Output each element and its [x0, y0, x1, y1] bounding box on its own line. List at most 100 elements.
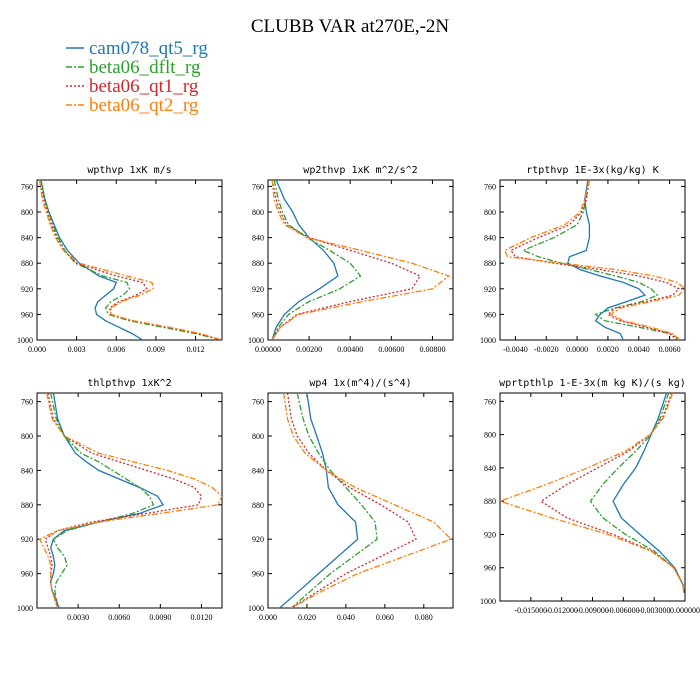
y-tick-label: 880	[252, 501, 264, 510]
x-tick-label: -0.003000	[638, 606, 671, 615]
y-tick-label: 760	[484, 397, 496, 406]
series-group	[38, 393, 222, 608]
panel-4: thlpthvp 1xK^2 760 800 840 880 920 960 1000 0.00…	[17, 378, 223, 622]
x-tick-label: 0.00600	[378, 345, 404, 354]
x-tick-label: -0.006000	[607, 606, 640, 615]
x-tick-label: 0.0040	[628, 345, 650, 354]
x-tick-label: 0.0020	[597, 345, 619, 354]
y-tick-label: 960	[484, 310, 496, 319]
y-tick-label: 960	[21, 570, 33, 579]
plot-frame	[36, 179, 223, 341]
x-tick-label: 0.009	[147, 345, 165, 354]
y-tick-label: 1000	[17, 336, 33, 345]
x-tick-label: 0.060	[376, 613, 394, 622]
series-line-beta06_qt1_rg	[286, 393, 417, 608]
y-tick-label: 760	[21, 398, 33, 407]
x-tick-label: 0.0030	[67, 613, 89, 622]
legend-label: beta06_dflt_rg	[89, 57, 201, 78]
x-tick-label: 0.040	[337, 613, 355, 622]
y-tick-label: 800	[21, 432, 33, 441]
x-tick-label: -0.015000	[514, 606, 547, 615]
series-group	[503, 180, 685, 340]
panels: wpthvp 1xK m/s76080084088092096010000.00…	[17, 165, 700, 622]
x-tick-label: 0.000000	[670, 606, 700, 615]
y-tick-label: 880	[21, 259, 33, 268]
y-tick-label: 880	[252, 259, 264, 268]
y-tick-label: 920	[21, 285, 33, 294]
panel-3: rtpthvp 1E-3x(kg/kg) K 760 800 840 880 920 960…	[480, 165, 686, 354]
series-line-beta06_dflt_rg	[521, 180, 683, 340]
series-line-cam078_qt5_rg	[40, 180, 144, 340]
y-tick-label: 1000	[480, 336, 496, 345]
panel-2: wp2thvp 1xK m^2/s^2 760 800 840 880 920 960 100…	[248, 165, 454, 354]
series-line-beta06_qt2_rg	[503, 180, 685, 340]
series-line-beta06_qt2_rg	[282, 393, 453, 608]
x-tick-label: 0.006	[107, 345, 125, 354]
series-group	[500, 393, 685, 593]
x-tick-label: 0.0060	[659, 345, 681, 354]
y-tick-label: 920	[252, 285, 264, 294]
y-tick-label: 840	[484, 464, 496, 473]
y-tick-label: 840	[252, 234, 264, 243]
series-line-cam078_qt5_rg	[279, 393, 359, 608]
x-tick-label: 0.00200	[296, 345, 322, 354]
y-tick-label: 800	[252, 432, 264, 441]
x-tick-label: -0.009000	[576, 606, 609, 615]
legend-label: cam078_qt5_rg	[89, 38, 208, 59]
y-tick-label: 760	[252, 182, 264, 191]
panel-title: rtpthvp 1E-3x(kg/kg) K	[526, 165, 658, 176]
plot-frame	[36, 392, 223, 609]
x-tick-label: 0.0000	[566, 345, 588, 354]
series-line-cam078_qt5_rg	[271, 180, 339, 340]
panel-6: wprtpthlp 1-E-3x(m kg K)/(s kg)760 800 840…	[480, 378, 700, 615]
x-tick-label: 0.080	[415, 613, 433, 622]
x-tick-label: -0.0040	[503, 345, 528, 354]
series-line-beta06_qt2_rg	[38, 180, 222, 340]
y-tick-label: 920	[484, 285, 496, 294]
panel-title: thlpthvp 1xK^2	[87, 378, 171, 389]
x-tick-label: 0.020	[298, 613, 316, 622]
panel-title: wp2thvp 1xK m^2/s^2	[303, 165, 417, 176]
figure-title: CLUBB VAR at270E,-2N	[251, 16, 450, 37]
series-line-beta06_qt1_rg	[38, 180, 222, 340]
series-line-beta06_qt1_rg	[509, 180, 680, 340]
y-tick-label: 760	[21, 182, 33, 191]
panel-5: wp4 1x(m^4)/(s^4)76080084088092096010000…	[248, 378, 454, 622]
panel-title: wp4 1x(m^4)/(s^4)	[309, 378, 411, 389]
y-tick-label: 840	[21, 466, 33, 475]
series-line-beta06_dflt_rg	[271, 180, 362, 340]
x-tick-label: 0.00400	[337, 345, 363, 354]
y-tick-label: 960	[21, 310, 33, 319]
y-tick-label: 960	[252, 570, 264, 579]
y-tick-label: 920	[252, 535, 264, 544]
plot-frame	[267, 179, 454, 341]
x-tick-label: 0.00000	[255, 345, 281, 354]
y-tick-label: 1000	[480, 597, 496, 606]
x-tick-label: 0.012	[187, 345, 205, 354]
series-line-cam078_qt5_rg	[567, 180, 647, 340]
y-tick-label: 1000	[17, 604, 33, 613]
y-tick-label: 800	[21, 208, 33, 217]
plot-frame	[267, 392, 454, 609]
legend-label: beta06_qt2_rg	[89, 95, 199, 116]
x-tick-label: 0.0060	[108, 613, 130, 622]
x-tick-label: -0.012000	[545, 606, 578, 615]
y-tick-label: 760	[252, 398, 264, 407]
plot-frame	[499, 179, 686, 341]
y-tick-label: 760	[484, 182, 496, 191]
legend: cam078_qt5_rgbeta06_dflt_rgbeta06_qt1_rg…	[66, 38, 208, 116]
y-tick-label: 1000	[248, 604, 264, 613]
y-tick-label: 840	[21, 234, 33, 243]
y-tick-label: 960	[484, 564, 496, 573]
x-tick-label: 0.00800	[419, 345, 445, 354]
series-group	[38, 180, 222, 340]
y-tick-label: 880	[21, 501, 33, 510]
y-tick-label: 880	[484, 259, 496, 268]
series-line-beta06_dflt_rg	[40, 180, 222, 340]
panel-title: wprtpthlp 1-E-3x(m kg K)/(s kg)	[499, 378, 686, 389]
y-tick-label: 800	[484, 431, 496, 440]
y-tick-label: 840	[484, 234, 496, 243]
x-tick-label: -0.0020	[534, 345, 559, 354]
